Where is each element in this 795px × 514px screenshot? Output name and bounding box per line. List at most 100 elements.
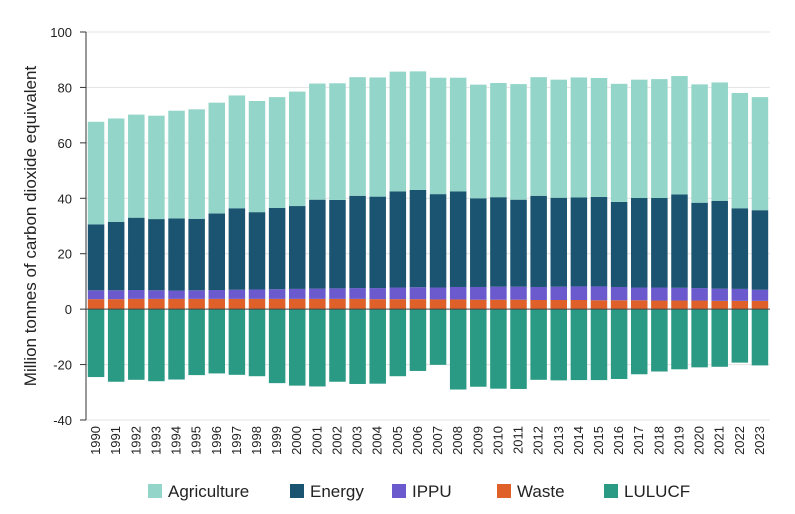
legend-label-agriculture: Agriculture <box>168 482 249 501</box>
x-tick-label: 1990 <box>88 426 103 455</box>
bar-agriculture-2006 <box>409 71 427 190</box>
bar-ippu-2017 <box>630 287 648 301</box>
x-tick-label: 2009 <box>470 426 485 455</box>
bar-ippu-2019 <box>671 287 688 301</box>
bar-agriculture-2016 <box>610 83 628 202</box>
bar-waste-2014 <box>570 299 588 310</box>
y-tick-label: 80 <box>58 80 72 95</box>
bar-waste-2015 <box>590 300 608 310</box>
bar-agriculture-1990 <box>87 121 105 225</box>
bar-ippu-2005 <box>389 287 407 300</box>
bar-waste-2011 <box>510 299 527 310</box>
x-tick-label: 2004 <box>370 426 385 455</box>
x-tick-label: 2013 <box>551 426 566 455</box>
bar-ippu-2003 <box>349 288 366 299</box>
bar-ippu-1994 <box>168 290 185 299</box>
bar-waste-2007 <box>429 299 447 310</box>
bar-waste-2013 <box>550 299 568 310</box>
x-tick-label: 2016 <box>611 426 626 455</box>
x-tick-label: 2018 <box>651 426 666 455</box>
bar-lulucf-1997 <box>228 309 246 375</box>
legend-swatch-agriculture <box>148 484 162 498</box>
bar-ippu-2001 <box>309 288 326 299</box>
bar-lulucf-2004 <box>369 309 386 384</box>
bar-ippu-2013 <box>550 286 568 300</box>
bar-ippu-2012 <box>530 286 547 300</box>
bar-lulucf-1998 <box>248 309 266 377</box>
x-tick-label: 2011 <box>511 426 526 454</box>
bar-ippu-2002 <box>329 288 346 299</box>
bar-waste-1999 <box>268 298 286 310</box>
bar-energy-1999 <box>268 207 286 290</box>
bar-energy-2015 <box>590 196 608 287</box>
bar-lulucf-2003 <box>349 309 366 384</box>
bar-agriculture-1991 <box>107 118 125 222</box>
x-tick-label: 2012 <box>531 426 546 455</box>
bar-agriculture-2022 <box>731 92 749 209</box>
bar-energy-2022 <box>731 208 749 289</box>
bar-agriculture-2014 <box>570 77 588 198</box>
x-tick-label: 1991 <box>108 426 123 455</box>
bar-ippu-1991 <box>107 290 125 300</box>
x-tick-label: 2000 <box>289 426 304 455</box>
bar-waste-2010 <box>490 299 507 310</box>
bar-energy-1995 <box>188 218 205 291</box>
y-tick-label: 40 <box>58 191 72 206</box>
legend-label-ippu: IPPU <box>412 482 452 501</box>
bar-waste-1995 <box>188 298 205 310</box>
bar-agriculture-2015 <box>590 78 608 197</box>
bar-energy-2004 <box>369 196 386 289</box>
bar-ippu-2004 <box>369 288 386 300</box>
bar-waste-2019 <box>671 300 688 310</box>
bar-lulucf-1994 <box>168 309 185 380</box>
y-tick-label: 60 <box>58 136 72 151</box>
bar-ippu-1992 <box>128 290 145 299</box>
bar-agriculture-2001 <box>309 83 326 200</box>
bar-energy-2023 <box>751 210 769 290</box>
bar-energy-1997 <box>228 208 246 290</box>
bar-lulucf-1999 <box>268 309 286 384</box>
bar-waste-2016 <box>610 300 628 310</box>
bar-ippu-2021 <box>711 288 728 301</box>
bar-energy-2000 <box>288 206 306 289</box>
y-axis-label: Million tonnes of carbon dioxide equival… <box>21 66 40 387</box>
bar-ippu-2020 <box>691 288 708 301</box>
bar-energy-1998 <box>248 212 266 290</box>
bar-ippu-1999 <box>268 289 286 299</box>
legend-swatch-waste <box>497 484 511 498</box>
bar-ippu-2000 <box>288 288 306 299</box>
bar-waste-1993 <box>148 298 165 310</box>
x-tick-label: 2022 <box>732 426 747 455</box>
bar-waste-1998 <box>248 298 266 310</box>
bar-waste-1997 <box>228 298 246 310</box>
bar-lulucf-2019 <box>671 309 688 370</box>
bar-lulucf-2013 <box>550 309 568 381</box>
bar-agriculture-1992 <box>128 114 145 218</box>
bar-agriculture-2020 <box>691 84 708 203</box>
bar-ippu-2009 <box>470 286 487 300</box>
bar-lulucf-2010 <box>490 309 507 389</box>
bar-ippu-2010 <box>490 286 507 300</box>
bar-agriculture-2010 <box>490 82 507 198</box>
bar-waste-2021 <box>711 300 728 310</box>
bar-energy-2013 <box>550 197 568 287</box>
bar-lulucf-1993 <box>148 309 165 382</box>
bar-agriculture-1996 <box>208 102 226 214</box>
bar-waste-2009 <box>470 299 487 310</box>
bar-lulucf-1991 <box>107 309 125 382</box>
bar-waste-2000 <box>288 298 306 310</box>
bar-waste-1990 <box>87 299 105 310</box>
bar-ippu-1993 <box>148 290 165 299</box>
legend-label-waste: Waste <box>517 482 565 501</box>
bar-agriculture-2000 <box>288 91 306 207</box>
bar-waste-2012 <box>530 299 547 310</box>
bar-waste-1994 <box>168 298 185 310</box>
y-tick-label: -40 <box>53 413 72 428</box>
bar-energy-2011 <box>510 199 527 287</box>
y-tick-label: 100 <box>50 25 72 40</box>
x-tick-label: 2006 <box>410 426 425 455</box>
bar-waste-1996 <box>208 298 226 310</box>
bar-ippu-2023 <box>751 289 769 301</box>
